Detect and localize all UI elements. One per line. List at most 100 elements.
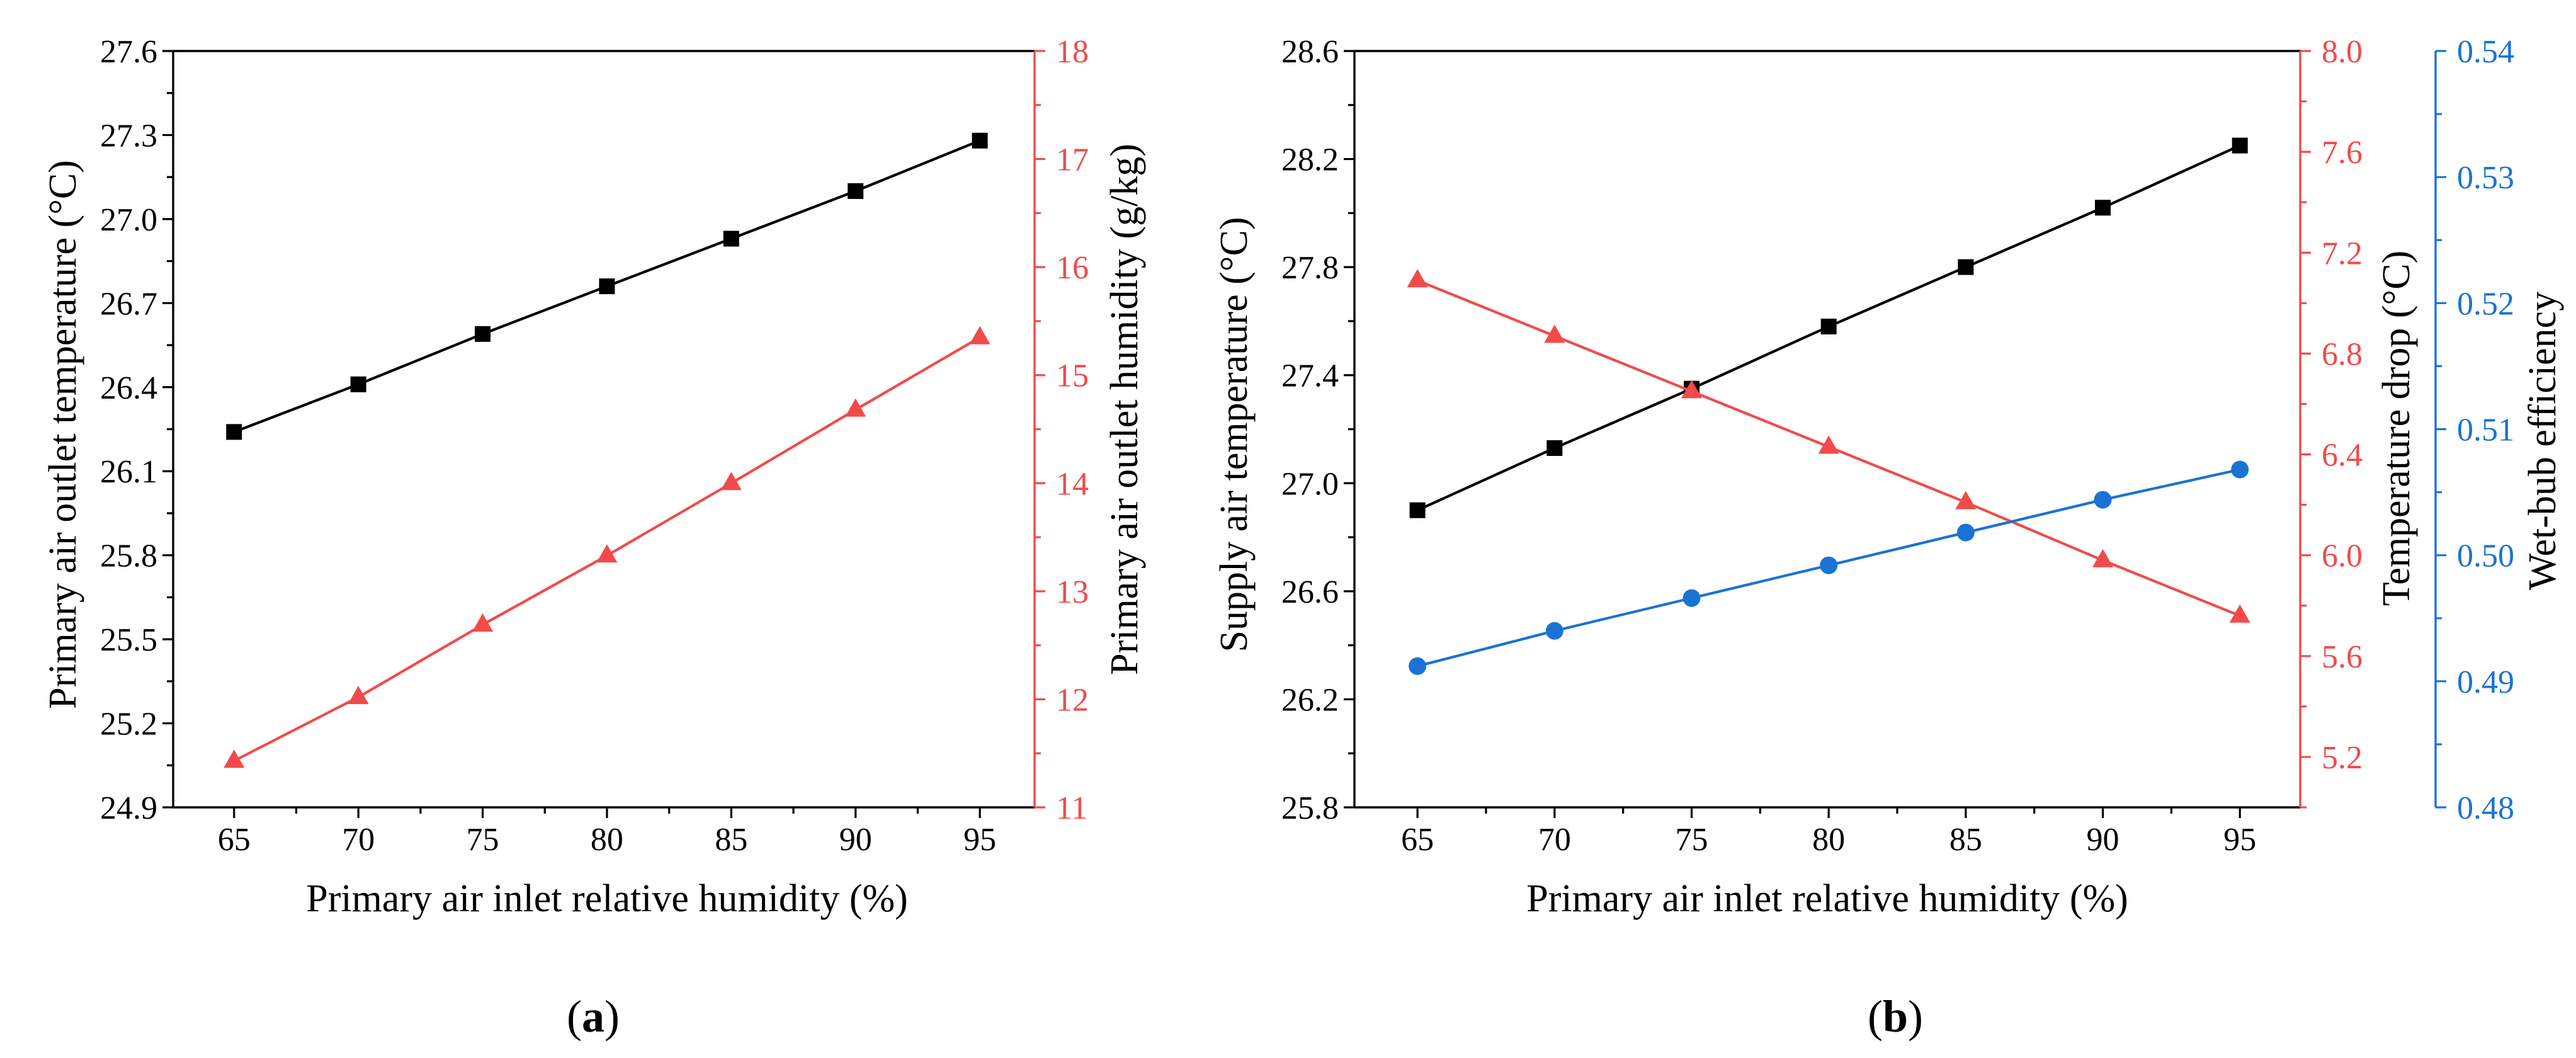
chart-b-supply-air-temperature-tick-label-25.8: 25.8 bbox=[1281, 790, 1339, 826]
chart-a-outlet-temperature-marker-65 bbox=[226, 424, 242, 440]
chart-b-series bbox=[1407, 137, 2250, 675]
chart-a-right-y-axis-title: Primary air outlet humidity (g/kg) bbox=[1103, 144, 1146, 675]
chart-a-outlet-humidity-marker-75 bbox=[472, 613, 493, 632]
chart-a-primary-air-outlet-temperature-tick-label-24.9: 24.9 bbox=[100, 790, 157, 826]
chart-b-supply-air-temperature-tick-label-27.8: 27.8 bbox=[1281, 250, 1339, 286]
caption-b-letter: b bbox=[1883, 991, 1908, 1042]
chart-b-x-tick-label-90: 90 bbox=[2087, 822, 2119, 858]
chart-b-supply-air-temperature-tick-label-28.6: 28.6 bbox=[1281, 34, 1339, 70]
chart-a-outlet-temperature-marker-90 bbox=[848, 183, 864, 199]
chart-a-outlet-humidity-marker-70 bbox=[348, 686, 369, 704]
chart-a-x-tick-label-65: 65 bbox=[218, 822, 251, 858]
chart-a-left-y-axis-title: Primary air outlet temperature (°C) bbox=[42, 160, 84, 709]
chart-b-temperature-drop-marker-75 bbox=[1681, 380, 1702, 399]
chart-a-primary-air-outlet-temperature-tick-label-25.2: 25.2 bbox=[100, 707, 157, 742]
chart-b-temperature-drop-tick-label-5.6: 5.6 bbox=[2322, 639, 2363, 675]
chart-b-supply-air-temperature-marker-65 bbox=[1409, 502, 1426, 518]
chart-a-outlet-humidity-marker-80 bbox=[596, 544, 618, 563]
chart-b-wet-bulb-efficiency-marker-70 bbox=[1545, 622, 1563, 640]
chart-b-supply-air-temperature-tick-label-28.2: 28.2 bbox=[1281, 142, 1339, 178]
chart-b-supply-air-temperature-marker-90 bbox=[2095, 200, 2111, 216]
chart-a-outlet-humidity-marker-90 bbox=[845, 398, 866, 417]
chart-a-primary-air-outlet-temperature-tick-label-26.4: 26.4 bbox=[100, 370, 157, 406]
chart-b-wet-bulb-efficiency-marker-95 bbox=[2231, 460, 2249, 479]
chart-a-primary-air-outlet-temperature-tick-label-25.5: 25.5 bbox=[100, 622, 157, 658]
chart-b-left-y-axis-title: Supply air temperature (°C) bbox=[1213, 217, 1256, 652]
chart-b-wet-bulb-efficiency-tick-label-0.49: 0.49 bbox=[2457, 664, 2514, 700]
chart-a-primary-air-outlet-humidity-tick-label-16: 16 bbox=[1056, 250, 1089, 286]
chart-a-primary-air-outlet-humidity-tick-label-11: 11 bbox=[1056, 790, 1087, 826]
chart-a-outlet-humidity-marker-85 bbox=[720, 472, 742, 491]
chart-b-supply-air-temperature-marker-85 bbox=[1958, 259, 1974, 275]
chart-a-x-tick-label-80: 80 bbox=[591, 822, 623, 858]
chart-b-temperature-drop-tick-label-7.2: 7.2 bbox=[2322, 236, 2363, 271]
chart-b-temperature-drop-marker-85 bbox=[1955, 491, 1977, 509]
chart-b-temperature-drop-marker-80 bbox=[1818, 435, 1839, 454]
chart-b-wet-bulb-efficiency-marker-85 bbox=[1956, 523, 1975, 542]
chart-a-x-tick-label-70: 70 bbox=[342, 822, 375, 858]
chart-a-outlet-temperature-marker-85 bbox=[723, 230, 739, 247]
chart-a-primary-air-outlet-temperature-tick-label-26.1: 26.1 bbox=[100, 454, 157, 490]
chart-b-temperature-drop-tick-label-6.8: 6.8 bbox=[2322, 336, 2363, 372]
chart-b-axes: 65 70 75 80 85 90 95 25.8 26.2 26.6 27.0 27.4 27.8 28… bbox=[1281, 34, 2514, 858]
chart-a-primary-air-outlet-temperature-tick-label-27.6: 27.6 bbox=[100, 34, 157, 70]
chart-b-temperature-drop-marker-70 bbox=[1544, 324, 1565, 343]
chart-a-x-tick-label-90: 90 bbox=[839, 822, 872, 858]
chart-b-supply-air-temperature-marker-80 bbox=[1820, 319, 1837, 334]
chart-a-x-tick-label-95: 95 bbox=[963, 822, 996, 858]
chart-b-wet-bulb-efficiency-tick-label-0.48: 0.48 bbox=[2457, 790, 2514, 826]
chart-a-x-axis-title: Primary air inlet relative humidity (%) bbox=[306, 877, 908, 920]
chart-b-temperature-drop-marker-90 bbox=[2092, 549, 2113, 567]
chart-b-x-tick-label-80: 80 bbox=[1812, 822, 1845, 858]
chart-b-x-axis-title: Primary air inlet relative humidity (%) bbox=[1526, 877, 2128, 920]
chart-a-primary-air-outlet-temperature-tick-label-26.7: 26.7 bbox=[100, 286, 157, 322]
chart-a-primary-air-outlet-humidity-tick-label-12: 12 bbox=[1056, 682, 1089, 718]
chart-b-supply-air-temperature-tick-label-27.0: 27.0 bbox=[1281, 466, 1339, 502]
chart-a-primary-air-outlet-temperature-tick-label-27.0: 27.0 bbox=[100, 202, 157, 238]
caption-b: (b) bbox=[1868, 991, 1923, 1042]
chart-b-temperature-drop-marker-65 bbox=[1407, 269, 1428, 288]
chart-b: 65 70 75 80 85 90 95 25.8 26.2 26.6 27.0 27.4 27.8 28… bbox=[1213, 34, 2564, 1042]
chart-b-wet-bulb-efficiency-tick-label-0.54: 0.54 bbox=[2457, 34, 2514, 70]
chart-b-wet-bulb-efficiency-tick-label-0.53: 0.53 bbox=[2457, 160, 2514, 196]
chart-b-x-tick-label-85: 85 bbox=[1949, 822, 1982, 858]
chart-a-primary-air-outlet-temperature-tick-label-25.8: 25.8 bbox=[100, 538, 157, 574]
chart-a-primary-air-outlet-humidity-tick-label-15: 15 bbox=[1056, 358, 1089, 394]
chart-b-wet-bulb-efficiency-tick-label-0.50: 0.50 bbox=[2457, 538, 2514, 574]
chart-a-outlet-temperature-marker-75 bbox=[475, 326, 491, 342]
chart-b-supply-air-temperature-marker-70 bbox=[1546, 440, 1563, 456]
chart-b-wet-bulb-efficiency-tick-label-0.52: 0.52 bbox=[2457, 286, 2514, 322]
chart-a-x-tick-label-85: 85 bbox=[715, 822, 747, 858]
caption-a-close-paren: ) bbox=[604, 991, 620, 1042]
caption-b-close-paren: ) bbox=[1908, 991, 1923, 1042]
chart-a-primary-air-outlet-humidity-tick-label-14: 14 bbox=[1056, 466, 1089, 502]
chart-a-outlet-temperature-marker-80 bbox=[599, 278, 615, 295]
caption-a-open-paren: ( bbox=[567, 991, 582, 1042]
chart-b-temperature-drop-tick-label-6.4: 6.4 bbox=[2322, 438, 2363, 474]
chart-b-supply-air-temperature-tick-label-26.6: 26.6 bbox=[1281, 574, 1339, 610]
chart-a-outlet-humidity-marker-65 bbox=[224, 749, 245, 768]
chart-b-x-tick-label-65: 65 bbox=[1401, 822, 1434, 858]
chart-a-series bbox=[224, 132, 990, 768]
chart-b-temperature-drop-tick-label-5.2: 5.2 bbox=[2322, 740, 2363, 776]
chart-b-x-tick-label-75: 75 bbox=[1675, 822, 1708, 858]
caption-a: (a) bbox=[567, 991, 620, 1042]
chart-a: 65 70 75 80 85 90 95 24.9 25.2 25.5 25.8 26.1 26.4 26… bbox=[42, 34, 1146, 1042]
chart-b-temperature-drop-tick-label-6.0: 6.0 bbox=[2322, 538, 2363, 574]
chart-b-wet-bulb-efficiency-marker-75 bbox=[1682, 589, 1701, 607]
chart-b-wet-bulb-efficiency-tick-label-0.51: 0.51 bbox=[2457, 412, 2514, 448]
caption-b-open-paren: ( bbox=[1868, 991, 1883, 1042]
chart-b-wet-bulb-efficiency-marker-90 bbox=[2094, 491, 2112, 509]
chart-b-supply-air-temperature-tick-label-26.2: 26.2 bbox=[1281, 682, 1339, 718]
caption-a-letter: a bbox=[582, 991, 604, 1042]
chart-b-supply-air-temperature-marker-95 bbox=[2232, 137, 2248, 154]
chart-b-temperature-drop-marker-95 bbox=[2229, 604, 2250, 623]
chart-b-wet-bulb-efficiency-marker-65 bbox=[1409, 657, 1427, 675]
chart-b-wet-bulb-efficiency-marker-80 bbox=[1820, 556, 1838, 574]
chart-a-outlet-temperature-marker-70 bbox=[350, 376, 366, 392]
chart-b-temperature-drop-tick-label-8.0: 8.0 bbox=[2322, 34, 2363, 70]
chart-a-primary-air-outlet-humidity-tick-label-17: 17 bbox=[1056, 142, 1089, 178]
chart-b-x-tick-label-95: 95 bbox=[2223, 822, 2256, 858]
